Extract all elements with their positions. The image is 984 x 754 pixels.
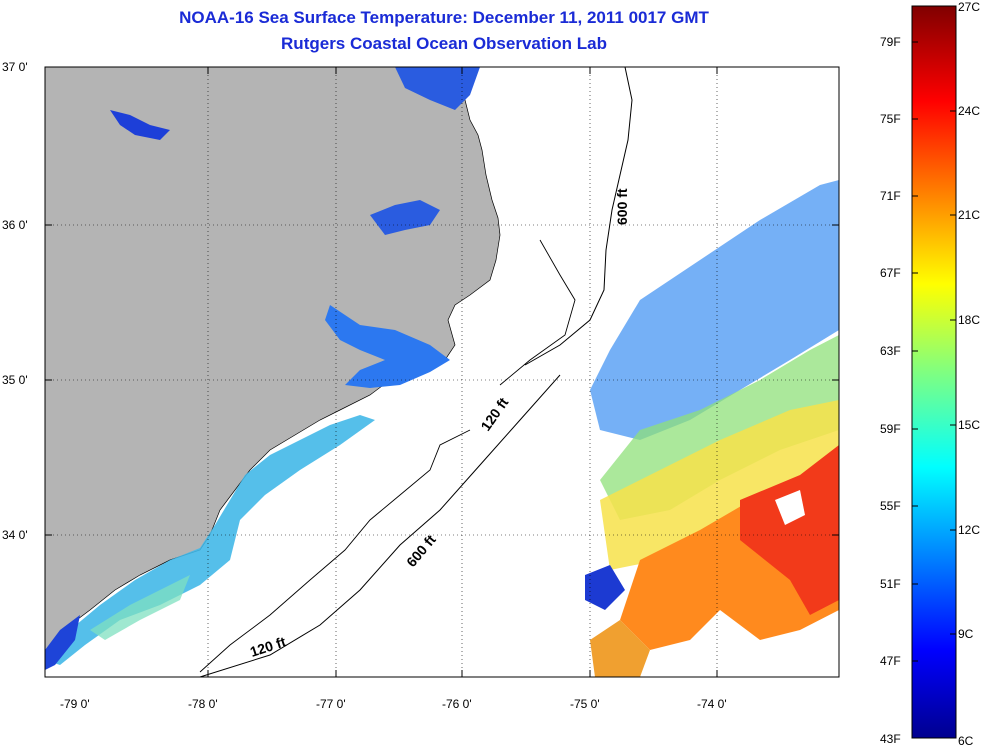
colorbar-f-label: 43F — [880, 732, 901, 746]
lon-label-79: -79 0' — [60, 697, 90, 711]
colorbar-f-label: 51F — [880, 577, 901, 591]
graticule — [45, 67, 839, 677]
contour-600ft-south — [199, 374, 561, 677]
lon-label-78: -78 0' — [188, 697, 218, 711]
lat-label-37: 37 0' — [2, 60, 28, 74]
colorbar — [911, 5, 957, 739]
northern-lagoon — [110, 110, 170, 140]
colorbar-f-label: 63F — [880, 344, 901, 358]
sst-patch-blue — [590, 180, 839, 440]
sst-patch-cool — [585, 565, 625, 610]
map-border — [44, 66, 840, 678]
contour-120ft-north — [499, 239, 576, 386]
colorbar-f-label: 47F — [880, 654, 901, 668]
lat-label-35: 35 0' — [2, 373, 28, 387]
axis-ticks — [45, 66, 839, 677]
lat-label-36: 36 0' — [2, 218, 28, 232]
colorbar-f-label: 71F — [880, 189, 901, 203]
lat-label-34: 34 0' — [2, 528, 28, 542]
cloud-gap — [775, 490, 805, 525]
colorbar-c-label: 18C — [958, 313, 981, 327]
colorbar-c-label: 15C — [958, 418, 981, 432]
map-title: NOAA-16 Sea Surface Temperature: Decembe… — [179, 8, 709, 27]
colorbar-c-label: 9C — [958, 627, 974, 641]
lon-label-77: -77 0' — [316, 697, 346, 711]
map-subtitle: Rutgers Coastal Ocean Observation Lab — [281, 34, 607, 53]
shelf-water-teal — [90, 575, 190, 640]
colorbar-c-label: 12C — [958, 523, 981, 537]
sst-patch-red — [740, 445, 839, 615]
lon-label-74: -74 0' — [697, 697, 727, 711]
lon-label-76: -76 0' — [442, 697, 472, 711]
north-coast-water — [395, 67, 480, 110]
nearshore-blue — [45, 615, 80, 670]
colorbar-c-label: 24C — [958, 104, 981, 118]
colorbar-f-label: 55F — [880, 499, 901, 513]
colorbar-f-label: 67F — [880, 266, 901, 280]
colorbar-c-label: 21C — [958, 208, 981, 222]
contour-600ft-north — [524, 67, 633, 366]
colorbar-f-label: 59F — [880, 422, 901, 436]
sst-patch-southwest — [590, 620, 650, 677]
colorbar-f-label: 75F — [880, 112, 901, 126]
colorbar-ticks — [912, 41, 956, 662]
shelf-water-cyan — [45, 415, 375, 665]
colorbar-f-label: 79F — [880, 35, 901, 49]
pamlico-sound — [325, 305, 450, 388]
lon-label-75: -75 0' — [570, 697, 600, 711]
albemarle-sound — [370, 200, 440, 235]
colorbar-c-label: 6C — [958, 734, 974, 748]
sst-patch-yellow — [600, 400, 839, 570]
colorbar-c-label: 27C — [958, 0, 981, 14]
contour-label-600ft-north: 600 ft — [614, 188, 630, 225]
